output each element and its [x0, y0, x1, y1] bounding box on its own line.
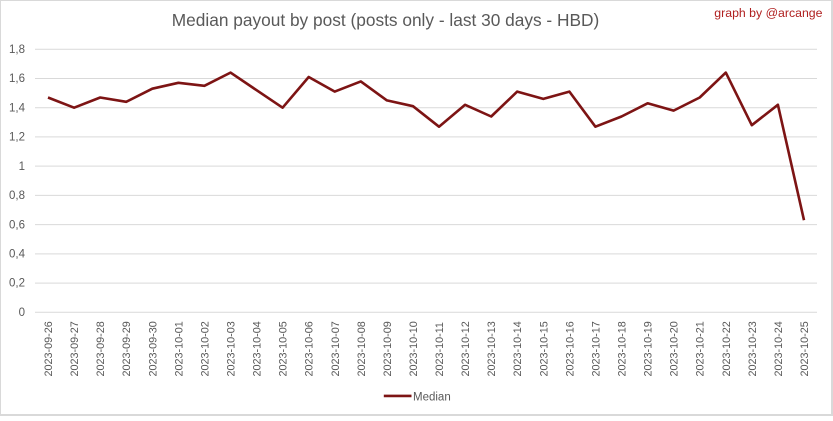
svg-text:2023-10-20: 2023-10-20	[669, 321, 681, 376]
svg-text:2023-10-09: 2023-10-09	[382, 321, 394, 376]
svg-text:2023-10-25: 2023-10-25	[799, 321, 811, 376]
svg-text:2023-10-03: 2023-10-03	[226, 321, 238, 376]
svg-text:2023-10-07: 2023-10-07	[330, 321, 342, 376]
svg-text:2023-10-12: 2023-10-12	[460, 321, 472, 376]
svg-text:2023-09-28: 2023-09-28	[95, 321, 107, 376]
svg-text:2023-10-17: 2023-10-17	[590, 321, 602, 376]
svg-text:2023-10-22: 2023-10-22	[721, 321, 733, 376]
svg-text:2023-10-23: 2023-10-23	[747, 321, 759, 376]
svg-text:2023-09-30: 2023-09-30	[147, 321, 159, 376]
svg-text:2023-10-15: 2023-10-15	[538, 321, 550, 376]
svg-text:2023-10-14: 2023-10-14	[512, 321, 524, 376]
svg-text:2023-10-11: 2023-10-11	[434, 322, 446, 376]
svg-text:Median payout by post (posts o: Median payout by post (posts only - last…	[172, 10, 599, 30]
svg-text:2023-10-19: 2023-10-19	[643, 321, 655, 376]
svg-text:2023-09-27: 2023-09-27	[69, 321, 81, 376]
svg-text:2023-10-01: 2023-10-01	[173, 321, 185, 376]
svg-text:2023-10-04: 2023-10-04	[252, 321, 264, 376]
svg-text:2023-09-26: 2023-09-26	[43, 321, 55, 376]
svg-text:1,8: 1,8	[9, 44, 25, 56]
svg-text:2023-10-02: 2023-10-02	[199, 321, 211, 376]
svg-text:2023-10-21: 2023-10-21	[695, 321, 707, 376]
svg-text:0,2: 0,2	[9, 278, 25, 290]
svg-text:2023-10-06: 2023-10-06	[304, 321, 316, 376]
svg-text:Median: Median	[413, 391, 451, 403]
svg-text:1: 1	[19, 161, 25, 173]
svg-text:0,6: 0,6	[9, 219, 25, 231]
svg-text:2023-10-18: 2023-10-18	[617, 321, 629, 376]
svg-text:1,2: 1,2	[9, 132, 25, 144]
svg-text:graph by @arcange: graph by @arcange	[714, 6, 822, 20]
svg-text:0,4: 0,4	[9, 249, 26, 261]
svg-text:2023-10-05: 2023-10-05	[278, 321, 290, 376]
svg-text:2023-10-08: 2023-10-08	[356, 321, 368, 376]
svg-text:2023-10-16: 2023-10-16	[564, 321, 576, 376]
svg-text:2023-09-29: 2023-09-29	[121, 321, 133, 376]
svg-text:2023-10-24: 2023-10-24	[773, 321, 785, 376]
svg-text:2023-10-13: 2023-10-13	[486, 321, 498, 376]
svg-text:0: 0	[19, 307, 25, 319]
svg-text:1,4: 1,4	[9, 102, 26, 114]
svg-text:0,8: 0,8	[9, 190, 25, 202]
svg-text:1,6: 1,6	[9, 73, 25, 85]
svg-text:2023-10-10: 2023-10-10	[408, 321, 420, 376]
